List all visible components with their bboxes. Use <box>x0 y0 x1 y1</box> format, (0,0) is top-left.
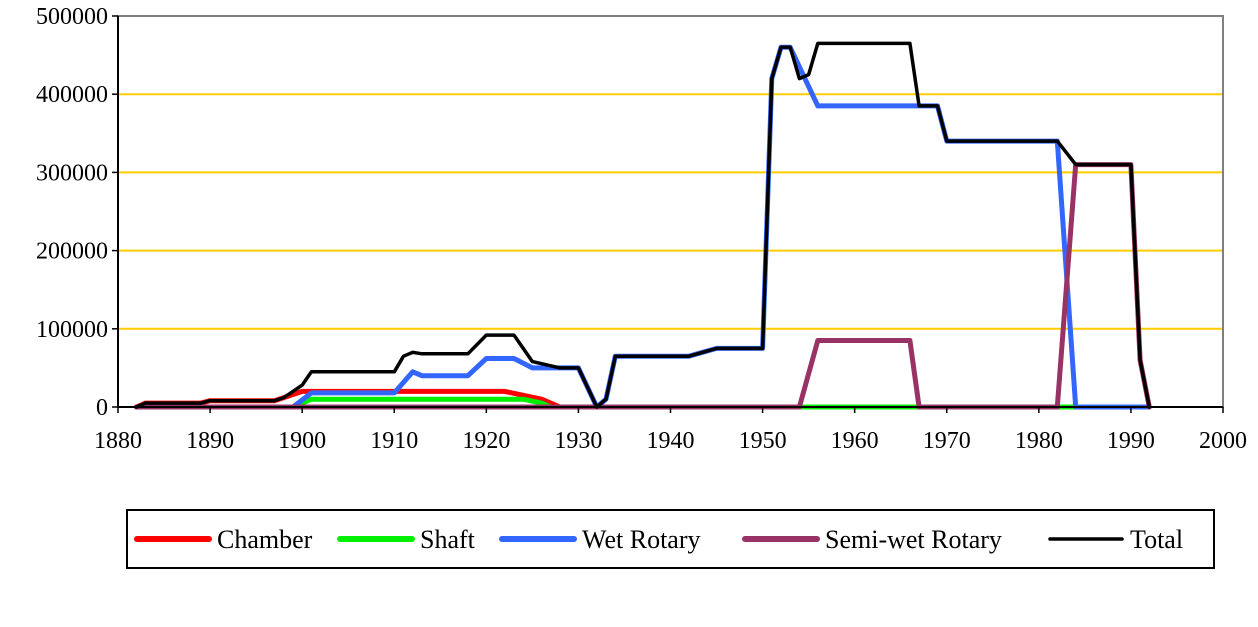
x-tick-label: 2000 <box>1199 428 1247 454</box>
y-tick-label: 200000 <box>36 239 108 265</box>
axes: 0 100000 200000 300000 400000 500000 1880 1890 1… <box>36 4 1247 454</box>
series-line-wet-rotary <box>133 44 1152 410</box>
legend-label-chamber: Chamber <box>217 525 313 554</box>
y-tick-label: 500000 <box>36 4 108 30</box>
plot-area-frame <box>117 15 1224 408</box>
legend-label-wet-rotary: Wet Rotary <box>582 525 701 554</box>
y-tick-label: 100000 <box>36 317 108 343</box>
y-tick-label: 0 <box>96 395 108 421</box>
y-tick-label: 300000 <box>36 160 108 186</box>
x-tick-label: 1970 <box>923 428 971 454</box>
legend: Chamber Shaft Wet Rotary Semi-wet Rotary Tot… <box>126 509 1215 569</box>
x-tick-label: 1960 <box>831 428 879 454</box>
x-tick-label: 1990 <box>1107 428 1155 454</box>
x-tick-label: 1920 <box>462 428 510 454</box>
x-tick-label: 1890 <box>186 428 234 454</box>
x-tick-label: 1900 <box>278 428 326 454</box>
legend-label-shaft: Shaft <box>420 525 476 554</box>
x-tick-label: 1950 <box>739 428 787 454</box>
x-tick-label: 1880 <box>94 428 142 454</box>
x-tick-label: 1980 <box>1015 428 1063 454</box>
x-tick-label: 1910 <box>370 428 418 454</box>
series-line-total <box>134 41 1152 409</box>
legend-box <box>126 509 1215 569</box>
series-line-semi-wet-rotary <box>133 162 1152 410</box>
y-tick-label: 400000 <box>36 82 108 108</box>
x-tick-label: 1940 <box>647 428 695 454</box>
legend-label-semi-wet-rotary: Semi-wet Rotary <box>825 525 1002 554</box>
x-tick-label: 1930 <box>554 428 602 454</box>
legend-label-total: Total <box>1130 525 1183 554</box>
series-lines <box>133 41 1152 410</box>
